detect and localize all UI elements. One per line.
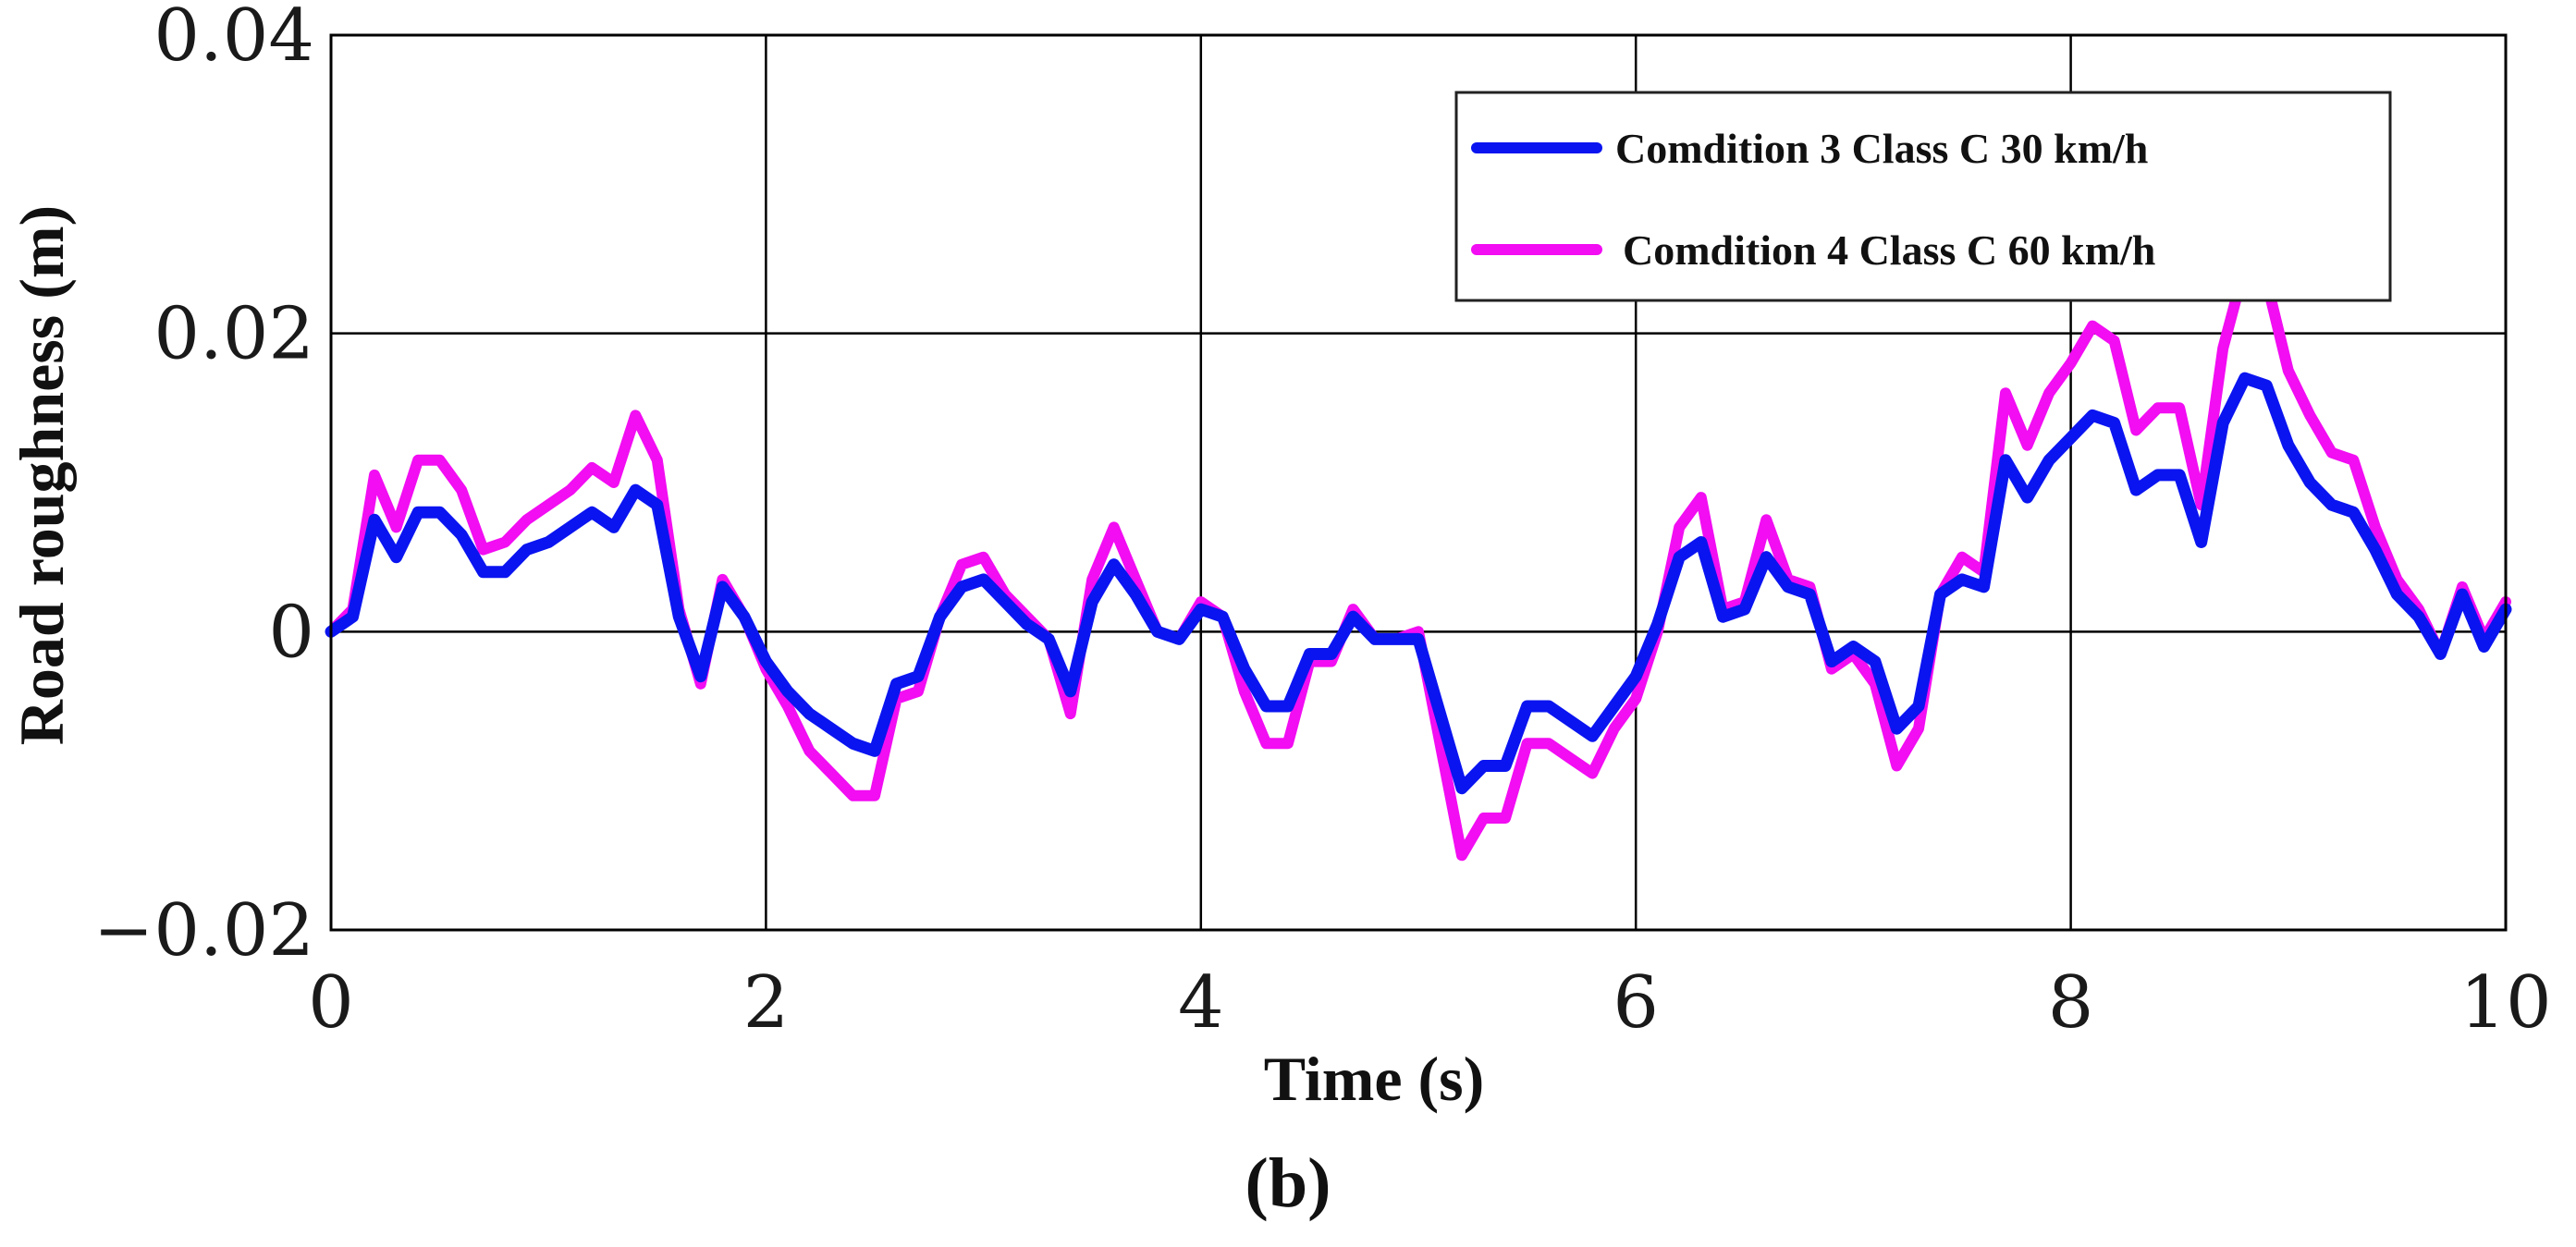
x-tick-label: 10 [2459,961,2551,1045]
legend: Comdition 3 Class C 30 km/h Comdition 4 … [1454,91,2392,302]
y-tick-label: −0.02 [93,889,314,972]
y-tick-label: 0.04 [153,0,314,78]
x-axis-label: Time (s) [1264,1044,1485,1114]
legend-box [1454,91,2392,302]
y-axis-label: Road roughness (m) [6,205,77,745]
figure-caption: (b) [1245,1144,1331,1222]
series-line-condition-3 [325,372,2512,795]
x-tick-label: 4 [1178,961,1224,1045]
x-tick-label: 6 [1613,961,1659,1045]
y-tick-label: 0 [268,591,314,674]
x-tick-label: 2 [743,961,790,1045]
y-tick-label: 0.02 [153,293,314,376]
legend-label-condition-4: Comdition 4 Class C 60 km/h [1623,226,2155,274]
x-tick-label: 8 [2048,961,2094,1045]
data-series [325,261,2512,862]
x-tick-label: 0 [308,961,354,1045]
plot-area-frame [329,33,2508,932]
legend-label-condition-3: Comdition 3 Class C 30 km/h [1615,125,2148,172]
